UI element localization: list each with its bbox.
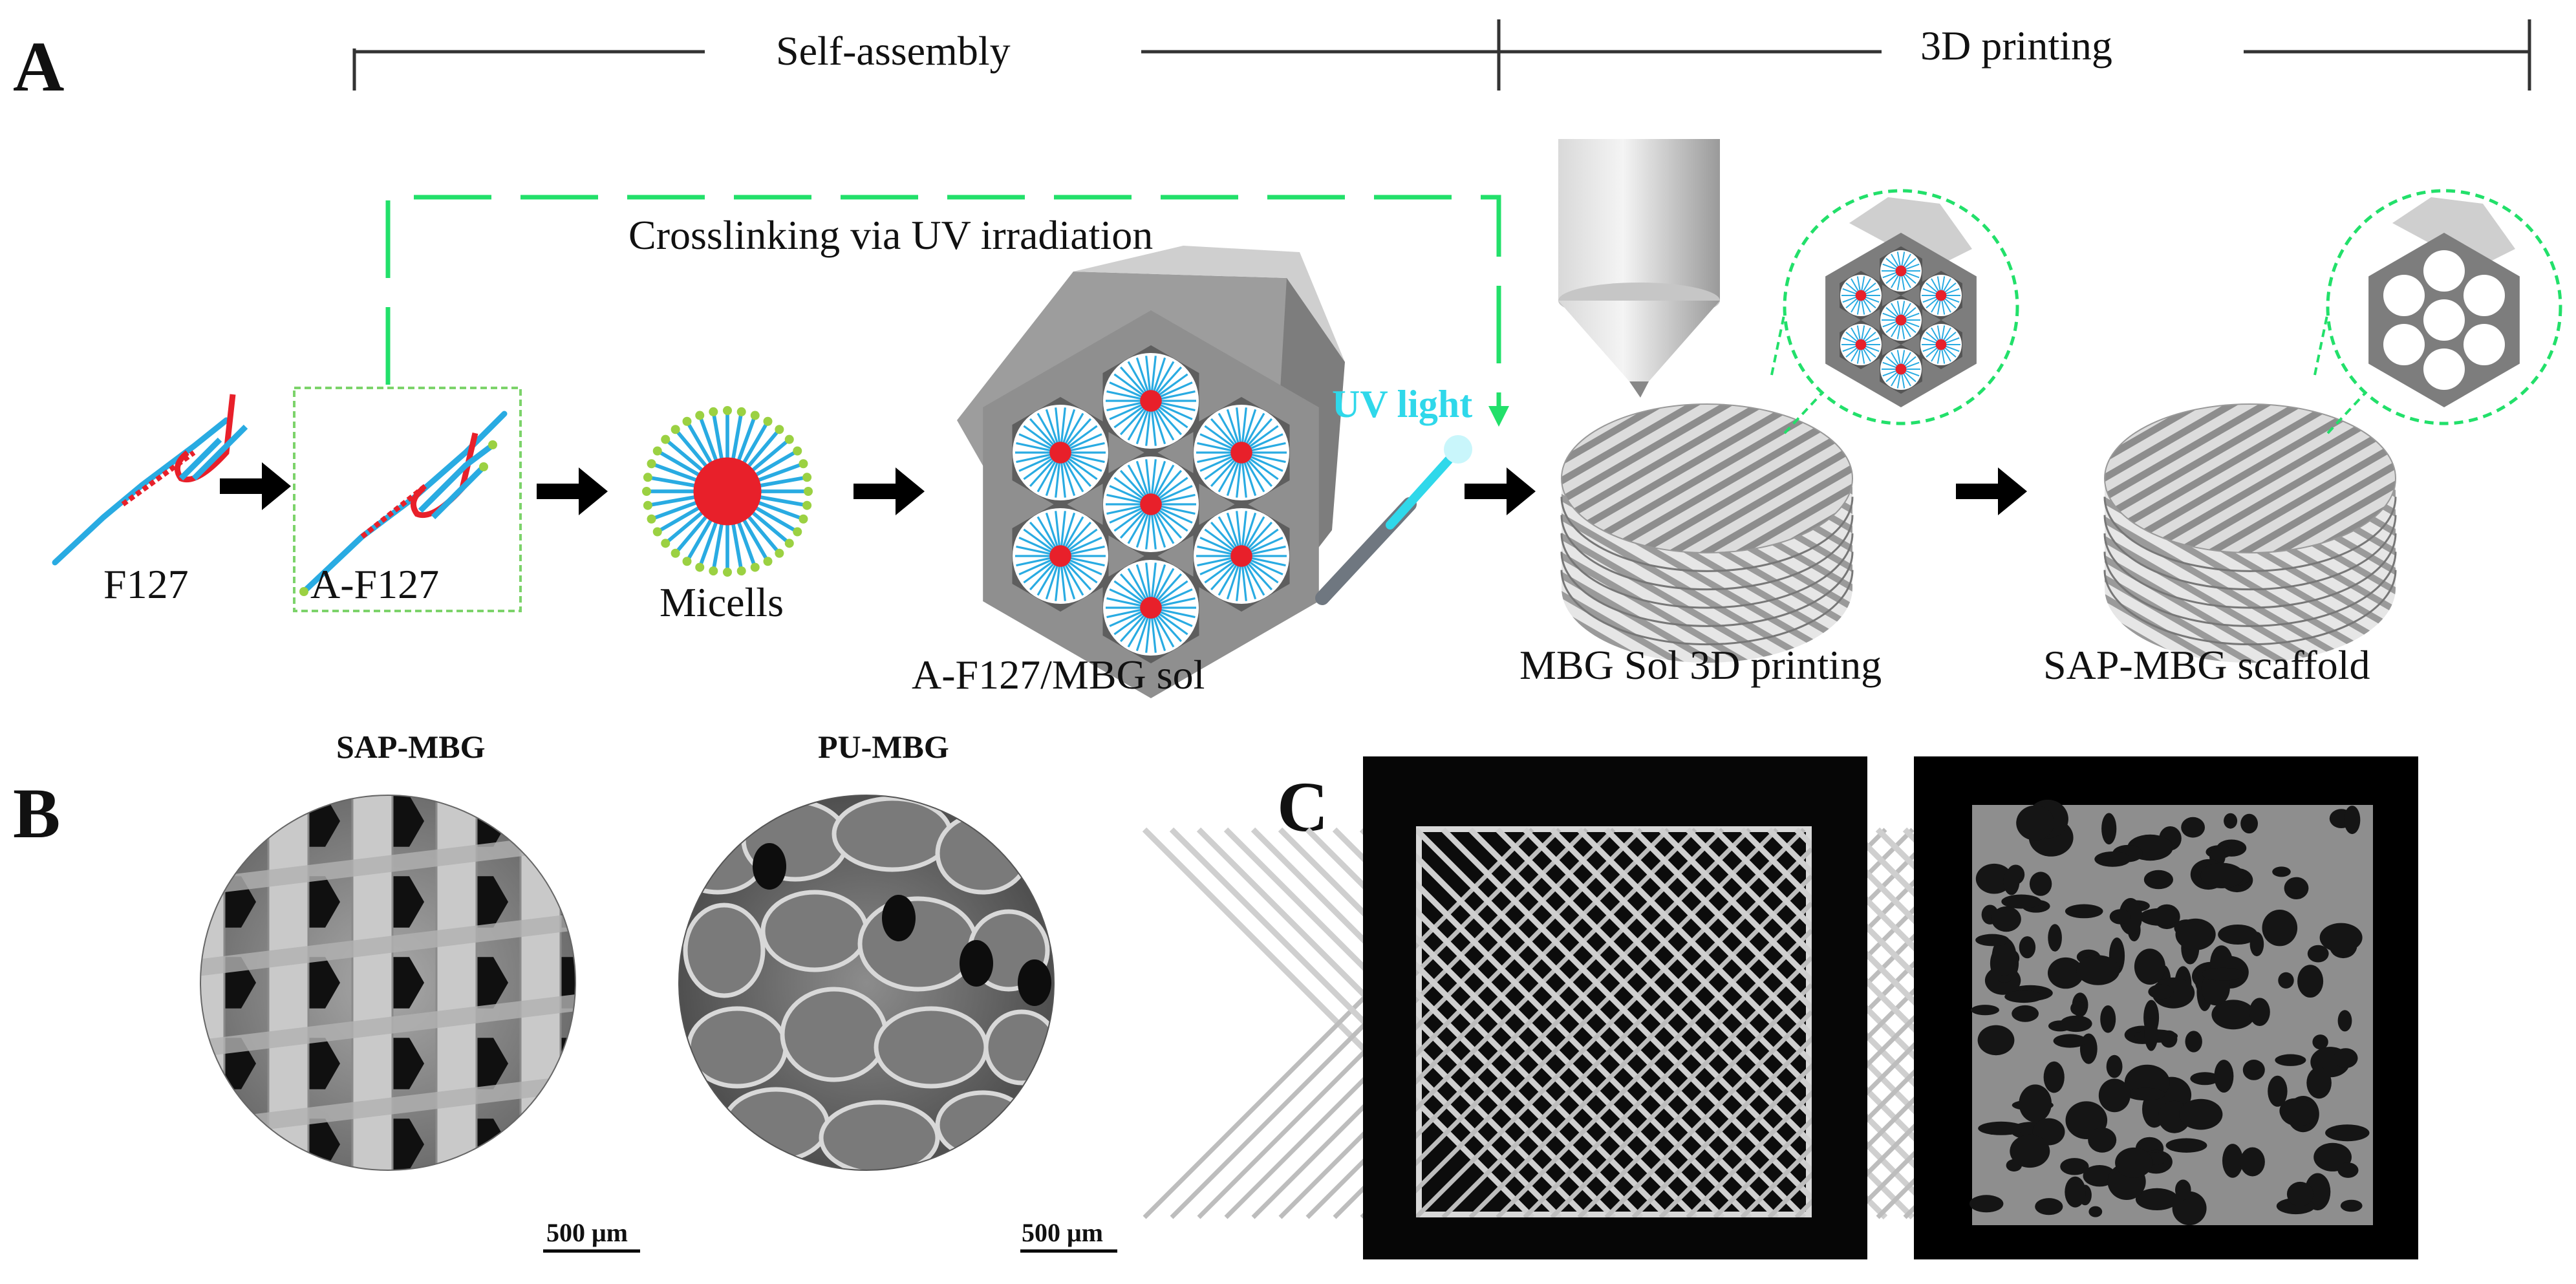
label-a-f127: A-F127: [310, 561, 439, 607]
arrow-4: [1465, 467, 1536, 515]
zoom-circle-printing: [1770, 189, 2019, 434]
micelle: [642, 406, 813, 577]
crosslink-label: Crosslinking via UV irradiation: [628, 212, 1153, 258]
timeline: [352, 19, 2531, 91]
label-sol: A-F127/MBG sol: [912, 652, 1205, 698]
crosslink-path: [385, 195, 1509, 427]
label-scaffold: SAP-MBG scaffold: [2043, 642, 2370, 688]
label-micelles: Micells: [660, 579, 784, 625]
label-printing: MBG Sol 3D printing: [1519, 642, 1882, 688]
a-f127-box: [293, 387, 522, 612]
f127-polymer: [52, 394, 248, 566]
scale-label-right: 500 μm: [1022, 1218, 1103, 1247]
printed-scaffold-disc: [1560, 403, 1854, 663]
arrow-1: [220, 462, 291, 510]
micro-ct-pu-mbg: [1914, 756, 2418, 1259]
panel-label-b: B: [13, 774, 60, 853]
uv-lamp: [1315, 435, 1472, 605]
scale-label-left: 500 μm: [546, 1218, 628, 1247]
timeline-self-assembly: Self-assembly: [776, 28, 1011, 74]
sem-title-sap-mbg: SAP-MBG: [336, 729, 486, 765]
arrow-3: [853, 467, 925, 515]
printer-nozzle: [1558, 139, 1720, 398]
arrow-2: [537, 467, 608, 515]
timeline-3d-printing: 3D printing: [1920, 23, 2112, 69]
uv-light-label: UV light: [1332, 383, 1472, 425]
hex-micelle-block: [957, 246, 1345, 698]
sap-mbg-scaffold-disc: [2103, 403, 2397, 663]
arrow-5: [1956, 467, 2027, 515]
label-f127: F127: [103, 561, 189, 607]
sem-image-pu-mbg: [679, 795, 1054, 1170]
panel-label-a: A: [13, 27, 64, 106]
micelle-core: [642, 406, 813, 577]
sem-title-pu-mbg: PU-MBG: [818, 729, 949, 765]
zoom-circle-scaffold: [2313, 189, 2562, 434]
